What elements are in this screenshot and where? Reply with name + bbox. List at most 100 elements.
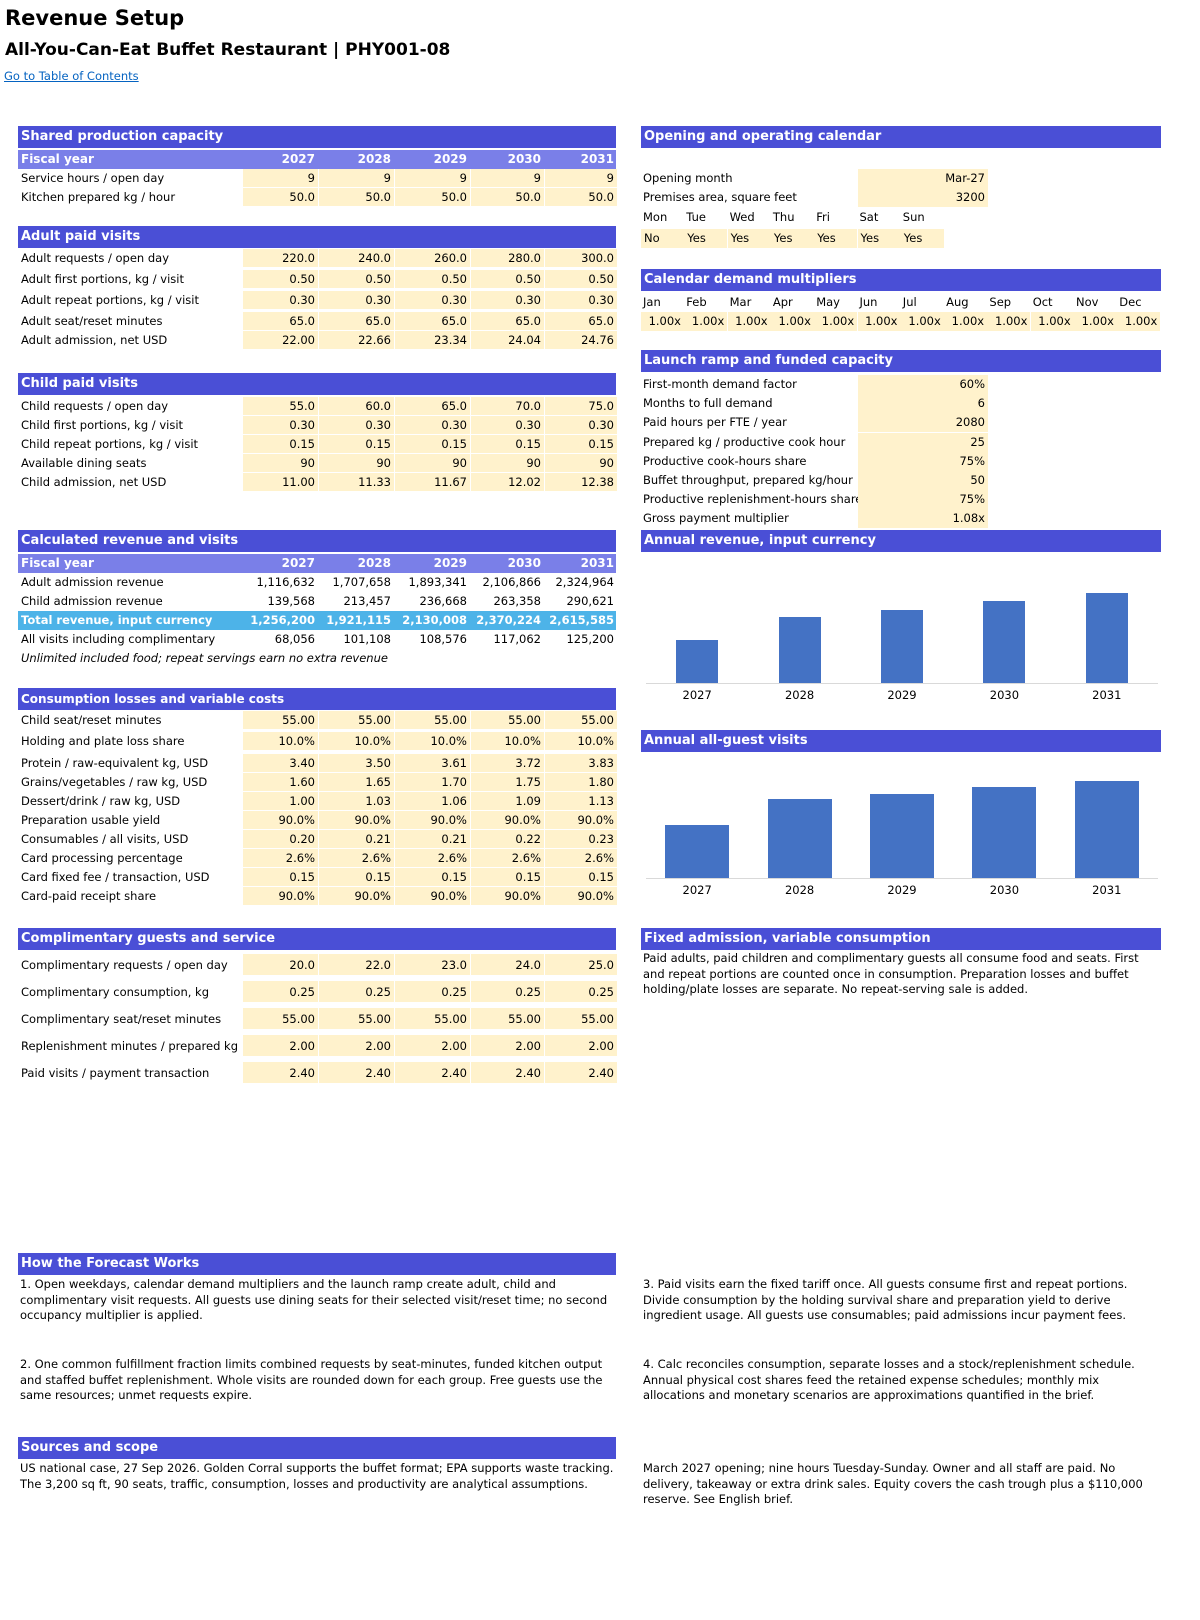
open-flag-fri[interactable]: Yes: [814, 229, 858, 248]
complimentary-row-value-2029[interactable]: 2.00: [395, 1035, 470, 1057]
consumption-row-value-2031[interactable]: 1.13: [545, 792, 617, 811]
child-row-value-2031[interactable]: 75.0: [545, 397, 617, 416]
shared-row-value-2027[interactable]: 9: [243, 169, 318, 188]
adult-row-value-2029[interactable]: 65.0: [395, 312, 470, 331]
consumption-row-value-2030[interactable]: 10.0%: [471, 732, 544, 751]
premises-value[interactable]: 3200: [858, 188, 988, 207]
consumption-row-value-2030[interactable]: 0.15: [471, 868, 544, 887]
child-row-value-2028[interactable]: 11.33: [319, 473, 394, 492]
child-row-value-2027[interactable]: 11.00: [243, 473, 318, 492]
complimentary-row-value-2028[interactable]: 55.00: [319, 1008, 394, 1030]
adult-row-value-2028[interactable]: 0.50: [319, 270, 394, 289]
consumption-row-value-2031[interactable]: 3.83: [545, 754, 617, 773]
multiplier-aug[interactable]: 1.00x: [944, 312, 988, 331]
consumption-row-value-2029[interactable]: 0.15: [395, 868, 470, 887]
shared-row-value-2027[interactable]: 50.0: [243, 188, 318, 207]
multiplier-jun[interactable]: 1.00x: [857, 312, 901, 331]
child-row-value-2028[interactable]: 0.30: [319, 416, 394, 435]
consumption-row-value-2030[interactable]: 55.00: [471, 711, 544, 730]
open-flag-tue[interactable]: Yes: [684, 229, 728, 248]
complimentary-row-value-2030[interactable]: 0.25: [471, 981, 544, 1003]
complimentary-row-value-2027[interactable]: 20.0: [243, 954, 318, 976]
multiplier-may[interactable]: 1.00x: [814, 312, 858, 331]
consumption-row-value-2027[interactable]: 2.6%: [243, 849, 318, 868]
child-row-value-2030[interactable]: 70.0: [471, 397, 544, 416]
complimentary-row-value-2029[interactable]: 2.40: [395, 1062, 470, 1084]
child-row-value-2027[interactable]: 0.30: [243, 416, 318, 435]
consumption-row-value-2031[interactable]: 90.0%: [545, 811, 617, 830]
adult-row-value-2030[interactable]: 0.30: [471, 291, 544, 310]
consumption-row-value-2028[interactable]: 1.03: [319, 792, 394, 811]
consumption-row-value-2030[interactable]: 1.75: [471, 773, 544, 792]
complimentary-row-value-2027[interactable]: 2.40: [243, 1062, 318, 1084]
adult-row-value-2031[interactable]: 300.0: [545, 249, 617, 268]
adult-row-value-2031[interactable]: 0.50: [545, 270, 617, 289]
child-row-value-2029[interactable]: 65.0: [395, 397, 470, 416]
adult-row-value-2029[interactable]: 0.30: [395, 291, 470, 310]
consumption-row-value-2028[interactable]: 2.6%: [319, 849, 394, 868]
consumption-row-value-2031[interactable]: 90.0%: [545, 887, 617, 906]
shared-row-value-2028[interactable]: 50.0: [319, 188, 394, 207]
consumption-row-value-2031[interactable]: 55.00: [545, 711, 617, 730]
child-row-value-2031[interactable]: 0.30: [545, 416, 617, 435]
ramp-value[interactable]: 25: [858, 432, 988, 452]
child-row-value-2030[interactable]: 0.15: [471, 435, 544, 454]
ramp-value[interactable]: 6: [858, 394, 988, 414]
adult-row-value-2029[interactable]: 23.34: [395, 331, 470, 350]
shared-row-value-2030[interactable]: 9: [471, 169, 544, 188]
complimentary-row-value-2029[interactable]: 23.0: [395, 954, 470, 976]
ramp-value[interactable]: 50: [858, 471, 988, 490]
consumption-row-value-2029[interactable]: 2.6%: [395, 849, 470, 868]
complimentary-row-value-2028[interactable]: 0.25: [319, 981, 394, 1003]
complimentary-row-value-2030[interactable]: 2.00: [471, 1035, 544, 1057]
toc-link[interactable]: Go to Table of Contents: [4, 69, 139, 83]
child-row-value-2028[interactable]: 60.0: [319, 397, 394, 416]
ramp-value[interactable]: 60%: [858, 375, 988, 394]
complimentary-row-value-2027[interactable]: 55.00: [243, 1008, 318, 1030]
multiplier-dec[interactable]: 1.00x: [1117, 312, 1161, 331]
consumption-row-value-2030[interactable]: 90.0%: [471, 811, 544, 830]
shared-row-value-2031[interactable]: 50.0: [545, 188, 617, 207]
adult-row-value-2031[interactable]: 65.0: [545, 312, 617, 331]
shared-row-value-2029[interactable]: 50.0: [395, 188, 470, 207]
consumption-row-value-2030[interactable]: 1.09: [471, 792, 544, 811]
child-row-value-2030[interactable]: 0.30: [471, 416, 544, 435]
adult-row-value-2030[interactable]: 0.50: [471, 270, 544, 289]
consumption-row-value-2029[interactable]: 1.06: [395, 792, 470, 811]
consumption-row-value-2027[interactable]: 90.0%: [243, 887, 318, 906]
child-row-value-2027[interactable]: 0.15: [243, 435, 318, 454]
open-flag-mon[interactable]: No: [641, 229, 684, 248]
consumption-row-value-2027[interactable]: 10.0%: [243, 732, 318, 751]
consumption-row-value-2030[interactable]: 2.6%: [471, 849, 544, 868]
consumption-row-value-2028[interactable]: 90.0%: [319, 811, 394, 830]
consumption-row-value-2031[interactable]: 10.0%: [545, 732, 617, 751]
child-row-value-2029[interactable]: 90: [395, 454, 470, 473]
consumption-row-value-2027[interactable]: 1.60: [243, 773, 318, 792]
adult-row-value-2029[interactable]: 260.0: [395, 249, 470, 268]
consumption-row-value-2028[interactable]: 90.0%: [319, 887, 394, 906]
adult-row-value-2028[interactable]: 240.0: [319, 249, 394, 268]
consumption-row-value-2028[interactable]: 3.50: [319, 754, 394, 773]
consumption-row-value-2027[interactable]: 0.15: [243, 868, 318, 887]
consumption-row-value-2029[interactable]: 55.00: [395, 711, 470, 730]
shared-row-value-2029[interactable]: 9: [395, 169, 470, 188]
adult-row-value-2027[interactable]: 0.50: [243, 270, 318, 289]
consumption-row-value-2027[interactable]: 0.20: [243, 830, 318, 849]
complimentary-row-value-2030[interactable]: 24.0: [471, 954, 544, 976]
adult-row-value-2027[interactable]: 22.00: [243, 331, 318, 350]
multiplier-nov[interactable]: 1.00x: [1074, 312, 1117, 331]
consumption-row-value-2027[interactable]: 1.00: [243, 792, 318, 811]
shared-row-value-2031[interactable]: 9: [545, 169, 617, 188]
child-row-value-2031[interactable]: 0.15: [545, 435, 617, 454]
consumption-row-value-2029[interactable]: 0.21: [395, 830, 470, 849]
consumption-row-value-2030[interactable]: 0.22: [471, 830, 544, 849]
consumption-row-value-2030[interactable]: 3.72: [471, 754, 544, 773]
complimentary-row-value-2030[interactable]: 55.00: [471, 1008, 544, 1030]
complimentary-row-value-2031[interactable]: 25.0: [545, 954, 617, 976]
multiplier-oct[interactable]: 1.00x: [1030, 312, 1074, 331]
complimentary-row-value-2031[interactable]: 0.25: [545, 981, 617, 1003]
complimentary-row-value-2030[interactable]: 2.40: [471, 1062, 544, 1084]
child-row-value-2027[interactable]: 90: [243, 454, 318, 473]
shared-row-value-2028[interactable]: 9: [319, 169, 394, 188]
child-row-value-2028[interactable]: 90: [319, 454, 394, 473]
